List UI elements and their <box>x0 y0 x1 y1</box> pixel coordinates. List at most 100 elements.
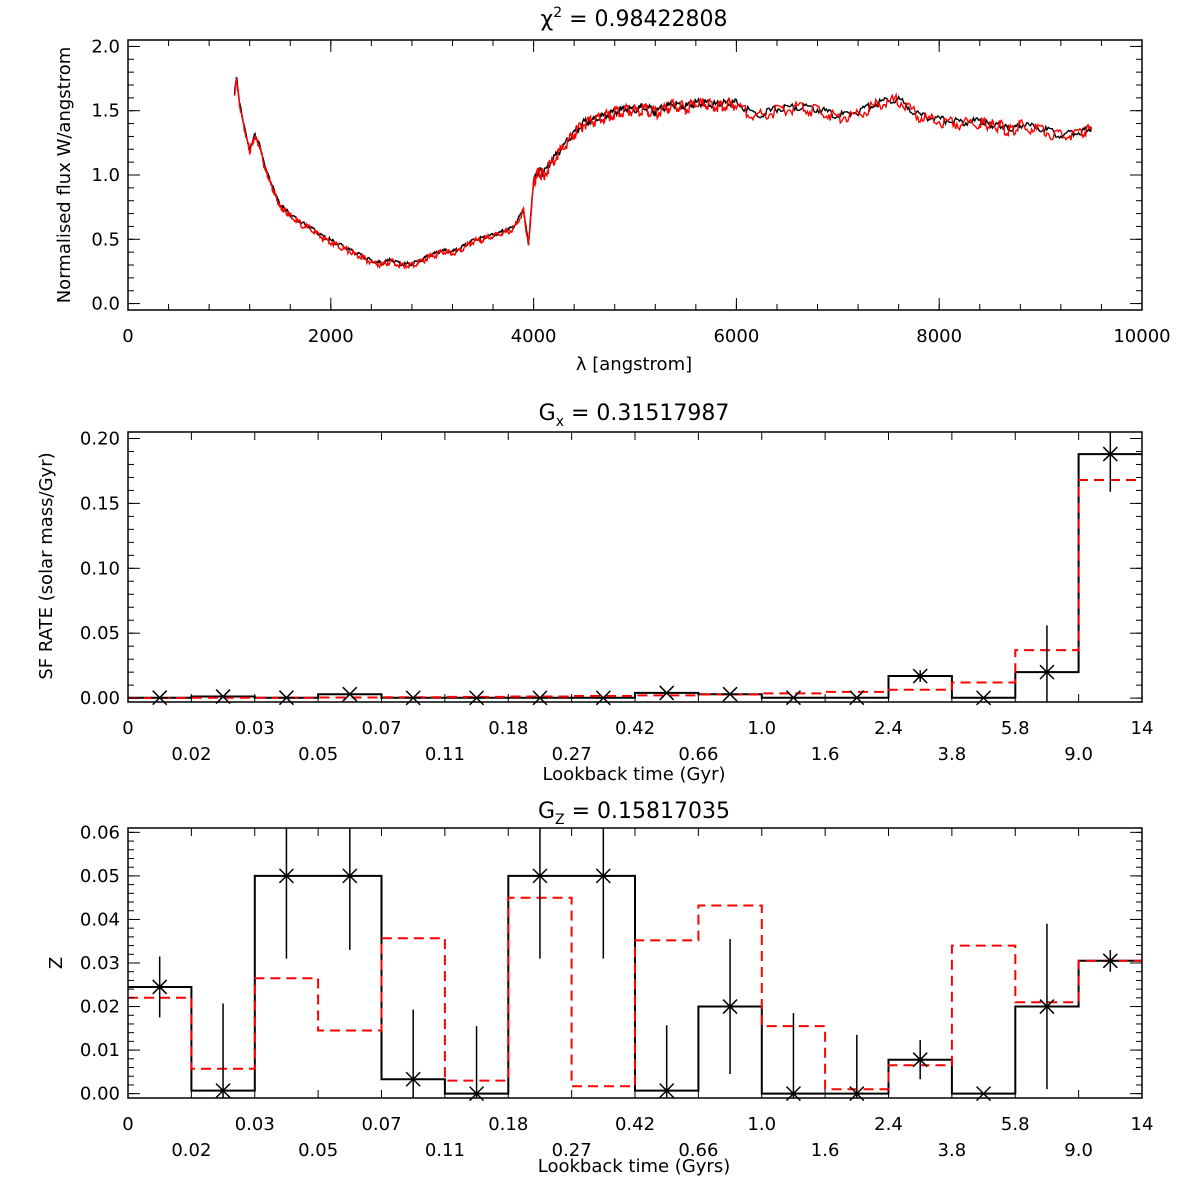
sfr-x-axis-title: Lookback time (Gyr) <box>542 764 725 785</box>
sfr-x-tick-label: 9.0 <box>1064 744 1093 765</box>
sfr-x-tick-label: 5.8 <box>1001 718 1030 739</box>
metallicity-x-tick-label: 14 <box>1131 1114 1154 1135</box>
spectrum-y-tick-label: 1.5 <box>91 101 120 122</box>
metallicity-x-tick-label: 0.05 <box>298 1140 338 1161</box>
metallicity-x-tick-label: 9.0 <box>1064 1140 1093 1161</box>
spectrum-x-tick-label: 8000 <box>916 326 962 347</box>
sfr-y-tick-label: 0.15 <box>80 493 120 514</box>
metallicity-y-tick-label: 0.06 <box>80 822 120 843</box>
metallicity-data-point <box>721 999 739 1015</box>
metallicity-y-tick-label: 0.00 <box>80 1084 120 1105</box>
spectrum-ticks: 0 2000 4000 6000 8000 10000 0.0 0.5 1.0 1.5 2.0 <box>91 36 1170 347</box>
metallicity-x-tick-label: 0.27 <box>552 1140 592 1161</box>
metallicity-x-tick-label: 0.11 <box>425 1140 465 1161</box>
metallicity-data-point <box>404 1071 422 1087</box>
metallicity-x-tick-label: 3.8 <box>938 1140 967 1161</box>
sfr-input-histogram <box>128 479 1142 699</box>
sfr-y-tick-label: 0.05 <box>80 623 120 644</box>
metallicity-x-tick-label: 0 <box>122 1114 133 1135</box>
sfr-plot-frame <box>127 431 1143 703</box>
sfr-data-point <box>658 685 676 701</box>
metallicity-data-point <box>594 868 612 884</box>
spectrum-x-tick-label: 4000 <box>511 326 557 347</box>
metallicity-y-tick-label: 0.04 <box>80 909 120 930</box>
sfr-data-point <box>214 689 232 705</box>
metallicity-y-tick-label: 0.01 <box>80 1040 120 1061</box>
metallicity-data-point <box>911 1052 929 1068</box>
metallicity-data-point <box>1101 953 1119 969</box>
metallicity-y-tick-label: 0.03 <box>80 953 120 974</box>
sfr-data-point <box>721 686 739 702</box>
sfr-data-point <box>1038 664 1056 680</box>
metallicity-x-tick-label: 0.18 <box>488 1114 528 1135</box>
sfr-x-tick-label: 1.0 <box>747 718 776 739</box>
spectrum-panel: χ2 = 0.98422808 0 2000 4000 6000 8000 10000 0.… <box>54 5 1171 375</box>
sfr-y-tick-label: 0.20 <box>80 428 120 449</box>
sfr-y-axis-title: SF RATE (solar mass/Gyr) <box>36 452 57 679</box>
sfr-x-tick-label: 0.03 <box>235 718 275 739</box>
metallicity-y-tick-label: 0.05 <box>80 866 120 887</box>
metallicity-data-point <box>341 868 359 884</box>
spectrum-y-tick-label: 0.5 <box>91 229 120 250</box>
sfr-x-tick-label: 1.6 <box>811 744 840 765</box>
metallicity-y-tick-label: 0.02 <box>80 997 120 1018</box>
spectrum-x-axis-title: λ [angstrom] <box>576 354 692 375</box>
sfr-y-tick-label: 0.10 <box>80 558 120 579</box>
spectrum-y-tick-label: 1.0 <box>91 165 120 186</box>
metallicity-data-point <box>1038 999 1056 1015</box>
spectrum-title: χ2 = 0.98422808 <box>540 5 727 32</box>
sfr-bars <box>128 432 1142 706</box>
sfr-x-tick-label: 14 <box>1131 718 1154 739</box>
sfr-x-tick-label: 2.4 <box>874 718 903 739</box>
metallicity-panel: GZ = 0.15817035 0 0.02 0.03 0.05 0.07 0.11 0.1… <box>46 799 1153 1177</box>
metallicity-x-tick-label: 0.03 <box>235 1114 275 1135</box>
metallicity-x-tick-label: 0.42 <box>615 1114 655 1135</box>
sfr-y-tick-label: 0.00 <box>80 688 120 709</box>
metallicity-data-point <box>531 868 549 884</box>
sfr-x-tick-label: 0.27 <box>552 744 592 765</box>
metallicity-data-point <box>214 1083 232 1099</box>
spectrum-lines <box>233 76 1092 270</box>
metallicity-x-tick-label: 1.6 <box>811 1140 840 1161</box>
metallicity-plot-frame <box>127 827 1143 1099</box>
model-spectrum-line <box>233 77 1092 270</box>
spectrum-y-axis-title: Normalised flux W/angstrom <box>54 47 75 304</box>
spectrum-y-tick-label: 2.0 <box>91 36 120 57</box>
spectrum-x-tick-label: 2000 <box>308 326 354 347</box>
metallicity-x-axis-title: Lookback time (Gyrs) <box>538 1156 730 1177</box>
sfr-x-tick-label: 0.66 <box>678 744 718 765</box>
metallicity-title: GZ = 0.15817035 <box>538 799 730 828</box>
sfr-ticks: 0 0.02 0.03 0.05 0.07 0.11 0.18 0.27 0.42 0.66 1.0… <box>80 428 1154 765</box>
sfr-data-point <box>911 668 929 684</box>
spectrum-x-tick-label: 0 <box>122 326 133 347</box>
metallicity-y-axis-title: Z <box>46 957 67 969</box>
sfr-x-tick-label: 0.07 <box>361 718 401 739</box>
metallicity-x-tick-label: 2.4 <box>874 1114 903 1135</box>
metallicity-x-tick-label: 1.0 <box>747 1114 776 1135</box>
sfr-x-tick-label: 0.05 <box>298 744 338 765</box>
sfr-x-tick-label: 0.11 <box>425 744 465 765</box>
metallicity-x-tick-label: 0.07 <box>361 1114 401 1135</box>
metallicity-x-tick-label: 5.8 <box>1001 1114 1030 1135</box>
spectrum-plot-frame <box>127 39 1143 311</box>
sfr-x-tick-label: 3.8 <box>938 744 967 765</box>
metallicity-data-point <box>658 1083 676 1099</box>
spectrum-x-tick-label: 10000 <box>1113 326 1170 347</box>
sfr-x-tick-label: 0.02 <box>171 744 211 765</box>
sfr-data-point <box>341 686 359 702</box>
metallicity-ticks: 0 0.02 0.03 0.05 0.07 0.11 0.18 0.27 0.42 0.66 1.0… <box>80 822 1154 1161</box>
sfr-x-tick-label: 0.42 <box>615 718 655 739</box>
metallicity-x-tick-label: 0.66 <box>678 1140 718 1161</box>
metallicity-x-tick-label: 0.02 <box>171 1140 211 1161</box>
sfr-data-point <box>1101 446 1119 462</box>
spectrum-x-tick-label: 6000 <box>713 326 759 347</box>
metallicity-input-histogram <box>128 896 1142 1091</box>
metallicity-data-point <box>151 979 169 995</box>
sfr-x-tick-label: 0 <box>122 718 133 739</box>
spectrum-y-tick-label: 0.0 <box>91 294 120 315</box>
metallicity-data-point <box>278 868 295 884</box>
sfr-panel: Gx = 0.31517987 0 0.02 0.03 0.05 0.07 0.11 0.1… <box>36 401 1153 785</box>
sfr-title: Gx = 0.31517987 <box>539 401 730 430</box>
sfr-x-tick-label: 0.18 <box>488 718 528 739</box>
